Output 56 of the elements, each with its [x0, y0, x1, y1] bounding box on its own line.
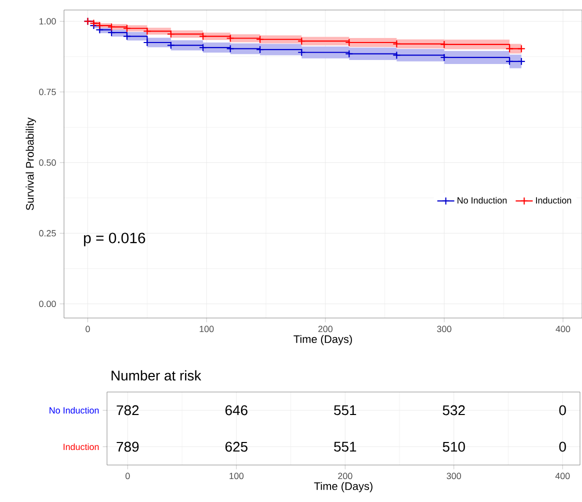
- point: [517, 57, 526, 66]
- y-axis-title: Survival Probability: [26, 117, 36, 210]
- x-tick-label: 200: [338, 472, 352, 480]
- x-tick-label: 400: [556, 326, 570, 332]
- point: [107, 28, 116, 37]
- point: [392, 40, 401, 48]
- x-tick-label: 0: [86, 326, 90, 332]
- point: [107, 22, 116, 31]
- data-label: 646: [225, 405, 248, 416]
- data-label: 0: [559, 442, 566, 452]
- y-tick-label: 0.50: [39, 159, 56, 166]
- data-label: 625: [225, 442, 248, 452]
- point: [166, 30, 175, 38]
- data-label: 789: [116, 442, 139, 452]
- x-tick-label: 400: [555, 472, 570, 480]
- x-axis-title: Time (Days): [294, 334, 352, 346]
- x-tick-label: 0: [126, 472, 130, 480]
- data-label: 532: [442, 405, 465, 416]
- point: [392, 51, 401, 60]
- point: [345, 50, 354, 58]
- x-tick-label: 100: [200, 326, 214, 332]
- point: [440, 40, 448, 49]
- y-tick-label: 0.25: [39, 230, 56, 236]
- data-label: 551: [334, 405, 356, 416]
- point: [505, 44, 514, 53]
- point: [166, 41, 175, 50]
- point: [298, 48, 306, 56]
- data-label: 0: [559, 405, 566, 416]
- point: [256, 35, 264, 44]
- y-tick-label: 0.75: [39, 88, 56, 96]
- x-tick-label: 100: [230, 472, 244, 480]
- x-axis-title: Time (Days): [314, 482, 372, 492]
- x-tick-label: 300: [437, 326, 452, 332]
- point: [122, 32, 132, 40]
- y-tick-label: 1.00: [39, 18, 56, 24]
- point: [198, 32, 208, 40]
- legend-label: Induction: [536, 196, 572, 204]
- point: [256, 46, 264, 54]
- point: [298, 37, 306, 46]
- point: [198, 44, 208, 52]
- chart-title: Number at risk: [112, 370, 202, 381]
- x-tick-label: 200: [318, 326, 333, 332]
- point: [517, 44, 526, 53]
- point: [143, 27, 152, 36]
- data-label: 551: [334, 442, 356, 452]
- data-label: 510: [442, 442, 465, 452]
- point: [505, 57, 514, 66]
- y-tick-label: 0.00: [39, 300, 56, 308]
- data-label: 782: [116, 405, 139, 416]
- annotation: p = 0.016: [84, 232, 146, 246]
- point: [226, 34, 234, 42]
- point: [122, 24, 132, 32]
- legend-label: No Induction: [458, 196, 507, 204]
- point: [440, 53, 448, 62]
- point: [226, 44, 234, 53]
- x-tick-label: 300: [446, 472, 461, 480]
